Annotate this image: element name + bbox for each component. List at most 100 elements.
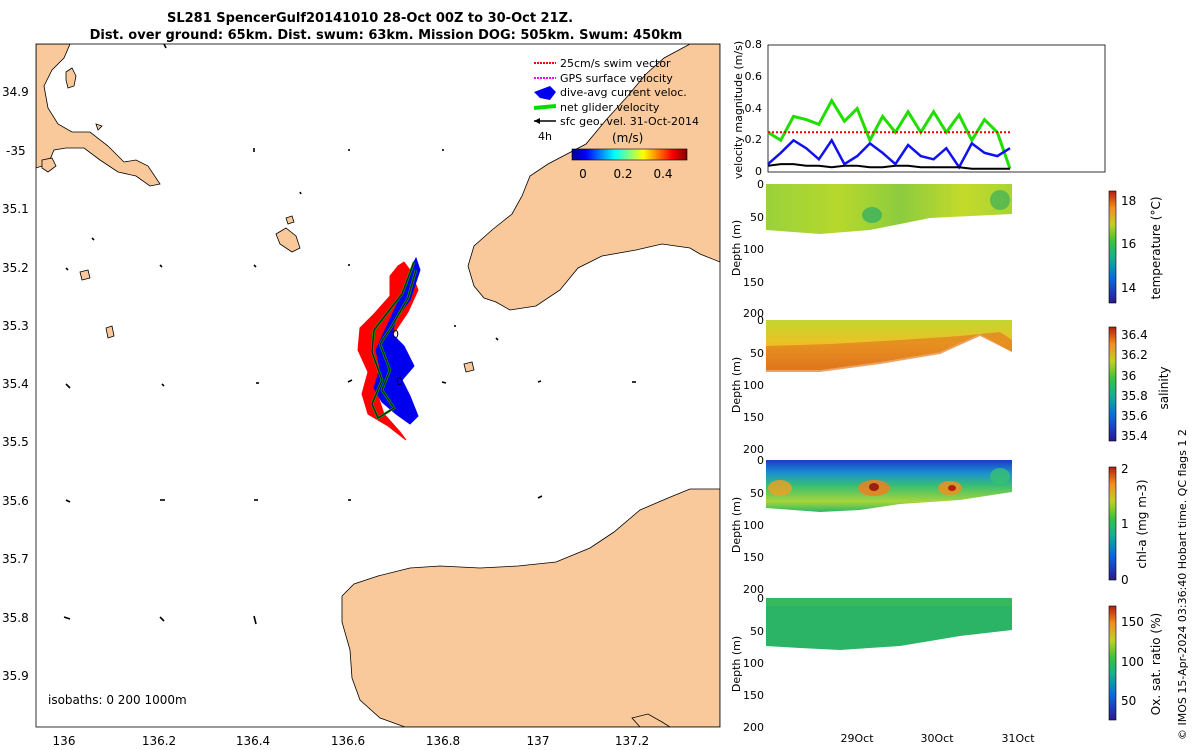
- temperature-panel: 0 50 100 150 200 Depth (m) 18 16 14 temp…: [730, 178, 1163, 320]
- oxygen-c-label: Ox. sat. ratio (%): [1149, 613, 1163, 715]
- salinity-cbar-tick: 35.4: [1121, 429, 1148, 443]
- depth-tick: 50: [750, 625, 764, 638]
- depth-tick: 200: [743, 721, 764, 734]
- velocity-series: [767, 97, 1012, 170]
- map-y-tick-label: -35: [6, 144, 26, 158]
- figure-title-line2: Dist. over ground: 65km. Dist. swum: 63k…: [90, 28, 683, 43]
- chl-y-label: Depth (m): [730, 497, 743, 553]
- map-x-tick-label: 137.2: [615, 734, 649, 748]
- depth-tick: 50: [750, 347, 764, 360]
- depth-tick: 150: [743, 411, 764, 424]
- legend-extra-4h: 4h: [538, 130, 552, 143]
- temperature-colorbar: [1108, 190, 1117, 304]
- salinity-cbar-tick: 36.4: [1121, 328, 1148, 342]
- figure-title-line1: SL281 SpencerGulf20141010 28-Oct 00Z to …: [167, 11, 573, 26]
- chl-cbar-tick: 2: [1121, 462, 1129, 476]
- chl-cbar-tick: 0: [1121, 573, 1129, 587]
- depth-tick: 0: [757, 178, 764, 191]
- chl-colorbar: [1108, 466, 1117, 581]
- map-y-tick-label: 35.9: [2, 669, 29, 683]
- salinity-panel: 0 50 100 150 200 Depth (m) 36.4 36.2 36 …: [730, 314, 1171, 456]
- map-y-tick-label: 34.9: [2, 85, 29, 99]
- track-path-line: [371, 261, 417, 420]
- legend-arrowhead: [534, 118, 540, 124]
- temperature-patch: [990, 190, 1010, 210]
- depth-tick: 200: [743, 307, 764, 320]
- legend-label-swim: 25cm/s swim vector: [560, 57, 671, 70]
- land-island-a: [41, 157, 57, 173]
- depth-tick: 50: [750, 487, 764, 500]
- depth-tick: 150: [743, 551, 764, 564]
- chl-bloom: [768, 480, 792, 496]
- oxygen-field: [766, 598, 1012, 650]
- oxygen-cbar-tick: 150: [1121, 615, 1144, 629]
- depth-tick: 200: [743, 583, 764, 596]
- depth-tick: 50: [750, 211, 764, 224]
- chl-bloom-core: [948, 485, 956, 491]
- legend-swatch-dive: [534, 86, 556, 100]
- depth-tick: 100: [743, 657, 764, 670]
- temperature-cbar-tick: 16: [1121, 237, 1136, 251]
- legend-label-sfc: sfc geo. vel. 31-Oct-2014: [560, 115, 699, 128]
- colorbar-label: (m/s): [612, 131, 643, 145]
- salinity-colorbar: [1108, 326, 1117, 442]
- map-x-tick-label: 137: [527, 734, 550, 748]
- depth-tick: 0: [757, 314, 764, 327]
- vel-y-label: velocity magnitude (m/s): [732, 41, 745, 179]
- salinity-y-label: Depth (m): [730, 357, 743, 413]
- map-x-tick-label: 136.4: [236, 734, 270, 748]
- oxygen-cbar-tick: 100: [1121, 655, 1144, 669]
- chl-cbar-tick: 1: [1121, 517, 1129, 531]
- temperature-field: [766, 184, 1012, 234]
- vel-y-tick: 0.2: [745, 133, 763, 146]
- colorbar-tick: 0: [579, 167, 587, 181]
- map-y-tick-label: 35.3: [2, 319, 29, 333]
- isobaths-note: isobaths: 0 200 1000m: [48, 693, 187, 707]
- map-x-ticks: 136 136.2 136.4 136.6 136.8 137 137.2: [53, 734, 650, 748]
- depth-tick: 100: [743, 379, 764, 392]
- salinity-cbar-tick: 35.6: [1121, 409, 1148, 423]
- imos-credit: © IMOS 15-Apr-2024 03:36:40 Hobart time.…: [1176, 429, 1189, 740]
- land-island-g: [285, 215, 295, 225]
- land-island-f: [463, 361, 475, 373]
- vel-y-tick: 0: [755, 165, 762, 178]
- map-y-tick-label: 35.2: [2, 261, 29, 275]
- map-y-tick-label: 35.4: [2, 377, 29, 391]
- depth-tick: 150: [743, 276, 764, 289]
- time-axis: 29Oct 30Oct 31Oct: [840, 732, 1035, 745]
- velocity-line-1: [767, 97, 1012, 170]
- land-eyre-peninsula: [36, 44, 161, 187]
- land-island-e: [105, 325, 115, 339]
- legend-label-dive: dive-avg current veloc.: [560, 86, 687, 99]
- colorbar-tick: 0.4: [653, 167, 672, 181]
- map-land: 0 0: [36, 44, 720, 727]
- chl-panel: 0 50 100 150 200 Depth (m) 2 1 0 chl-a (…: [730, 454, 1149, 596]
- temperature-c-label: temperature (°C): [1149, 197, 1163, 300]
- depth-tick: 0: [757, 454, 764, 467]
- land-island-h: [95, 123, 103, 131]
- track-label-2: 0: [396, 375, 403, 388]
- map-y-tick-label: 35.7: [2, 552, 29, 566]
- oxygen-top-layer: [766, 598, 1012, 606]
- chl-bloom-core: [869, 483, 879, 491]
- salinity-cbar-tick: 36.2: [1121, 348, 1148, 362]
- map-y-tick-label: 35.5: [2, 435, 29, 449]
- track-label-1: 0: [392, 328, 399, 341]
- map-y-tick-label: 35.8: [2, 611, 29, 625]
- land-island-b: [65, 67, 77, 89]
- land-island-c: [275, 227, 301, 253]
- oxygen-cbar-tick: 50: [1121, 694, 1136, 708]
- map-x-tick-label: 136.6: [331, 734, 365, 748]
- map-y-tick-label: 35.1: [2, 202, 29, 216]
- depth-tick: 100: [743, 243, 764, 256]
- sfc-geo-velocity-arrows: [63, 44, 636, 625]
- salinity-cbar-tick: 36: [1121, 369, 1136, 383]
- land-islet-1: [631, 713, 671, 727]
- vel-y-tick: 0.8: [745, 38, 763, 51]
- depth-tick: 100: [743, 519, 764, 532]
- map-x-tick-label: 136.8: [426, 734, 460, 748]
- velocity-line-4: [767, 163, 1010, 170]
- velocity-line-2: [767, 137, 1011, 170]
- oxygen-panel: 0 50 100 150 200 Depth (m) 150 100 50 Ox…: [730, 592, 1163, 734]
